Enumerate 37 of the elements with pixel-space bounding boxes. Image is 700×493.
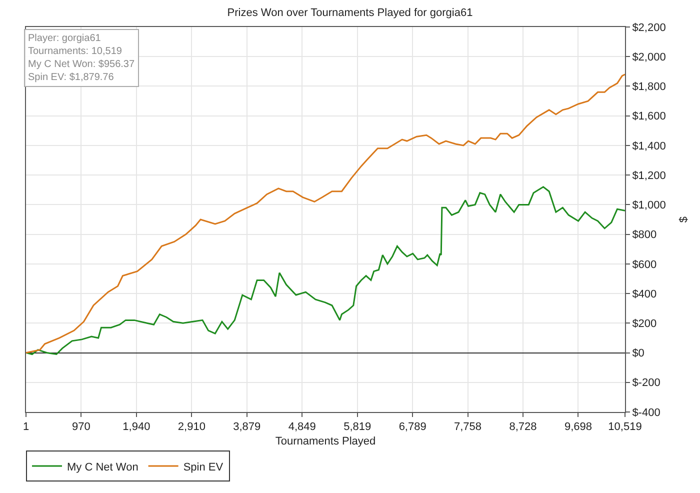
y-tick-label: $1,600	[632, 110, 666, 123]
y-tick-label: $200	[632, 318, 657, 330]
annotation: Spin EV: $1,879.76	[28, 72, 114, 83]
y-tick-label: $2,200	[632, 22, 666, 34]
annotation: Player: gorgia61	[28, 33, 102, 44]
x-tick-label: 6,789	[398, 421, 426, 434]
line-series	[26, 186, 625, 355]
y-tick-label: $1,800	[632, 81, 666, 94]
y-tick-label: $0	[632, 348, 644, 360]
y-tick-label: $2,000	[632, 51, 666, 64]
legend-label: Spin EV	[183, 461, 224, 474]
y-tick-label: $-400	[632, 406, 660, 419]
x-tick-label: 1,940	[122, 421, 150, 434]
line-series	[26, 74, 625, 354]
x-tick-label: 7,758	[454, 421, 482, 434]
x-tick-label: 1	[22, 421, 30, 434]
y-axis-title: $	[678, 216, 690, 223]
legend-label: My C Net Won	[67, 461, 138, 474]
x-tick-label: 10,519	[608, 421, 642, 434]
y-tick-label: $800	[632, 229, 657, 242]
annotation: Tournaments: 10,519	[28, 46, 122, 57]
x-tick-label: 9,698	[564, 421, 592, 434]
y-tick-label: $400	[632, 288, 657, 300]
x-axis-title: Tournaments Played	[275, 435, 376, 448]
x-tick-label: 5,819	[344, 421, 372, 434]
x-tick-label: 970	[72, 421, 90, 434]
y-tick-label: $1,000	[632, 200, 666, 212]
y-tick-label: $-200	[632, 377, 660, 390]
y-tick-label: $1,200	[632, 170, 666, 182]
x-tick-label: 3,879	[233, 421, 261, 434]
annotation: My C Net Won: $956.37	[28, 59, 135, 70]
y-tick-label: $1,400	[632, 140, 666, 152]
chart-title: Prizes Won over Tournaments Played for gorgia61	[227, 7, 473, 20]
x-tick-label: 8,728	[509, 421, 537, 434]
x-tick-label: 2,910	[178, 421, 206, 434]
x-tick-label: 4,849	[288, 421, 316, 434]
y-tick-label: $600	[632, 258, 657, 271]
